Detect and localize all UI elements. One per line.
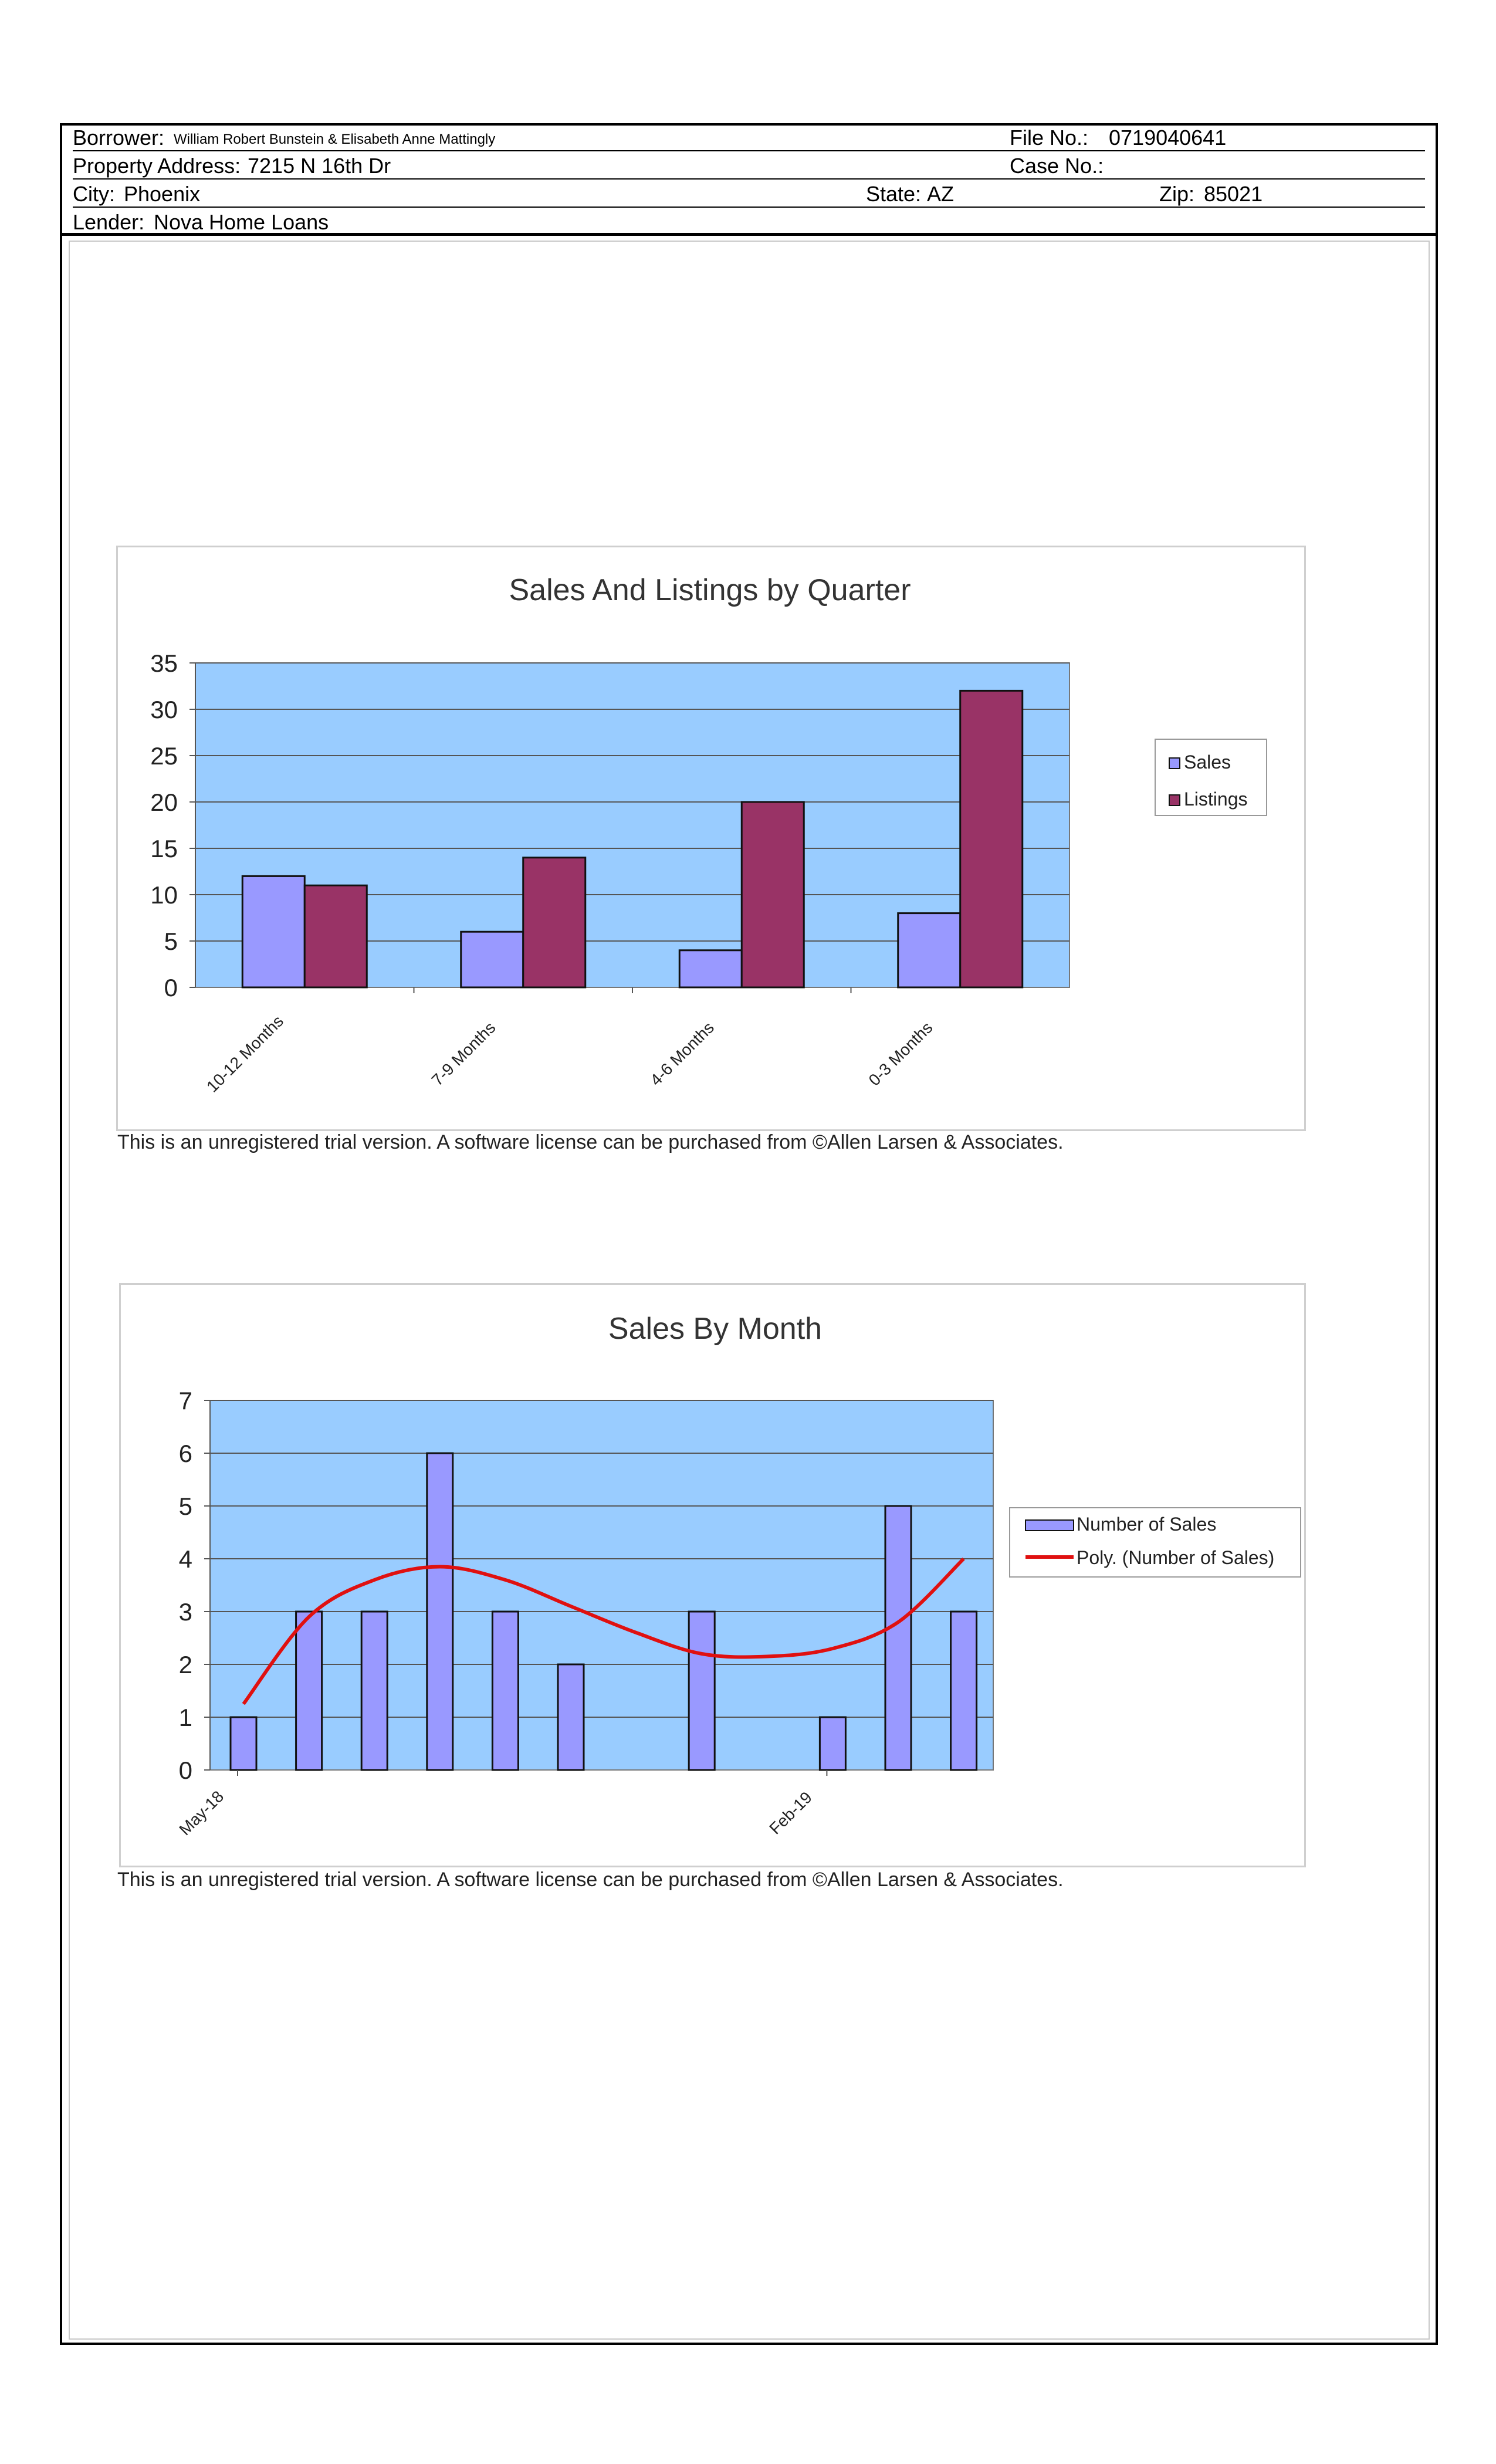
chart-sales-by-month: Sales By Month 0 1 2 3 4 5 6 7 May-18 Feb-19 Number…	[175, 1312, 1301, 1839]
zip-label: Zip:	[1159, 182, 1195, 206]
case-no-label: Case No.:	[1010, 154, 1104, 178]
chart-title: Sales And Listings by Quarter	[509, 573, 911, 607]
file-no-value: 0719040641	[1109, 126, 1227, 150]
legend-swatch	[1169, 757, 1180, 769]
lender-label: Lender:	[73, 210, 145, 234]
y-tick-label: 1	[179, 1704, 192, 1731]
header-row-property: Property Address: 7215 N 16th Dr Case No…	[73, 151, 1425, 180]
city-value: Phoenix	[124, 182, 201, 206]
x-tick-label: Feb-19	[766, 1788, 815, 1838]
y-tick-label: 7	[179, 1387, 192, 1414]
legend-label: Sales	[1184, 752, 1231, 773]
y-tick-label: 10	[150, 881, 178, 909]
trial-notice-1: This is an unregistered trial version. A…	[117, 1131, 1064, 1153]
zip-value: 85021	[1204, 182, 1263, 206]
legend-swatch	[1025, 1519, 1074, 1531]
bar-sales	[241, 875, 306, 989]
bar-number-of-sales	[950, 1610, 978, 1771]
y-tick-label: 25	[150, 742, 178, 770]
content-frame	[69, 241, 1430, 2340]
bar-sales	[897, 912, 962, 989]
y-tick-label: 5	[164, 928, 178, 955]
y-tick-label: 20	[150, 788, 178, 816]
borrower-label: Borrower:	[73, 126, 165, 150]
bar-listings	[303, 884, 368, 989]
form-header: Borrower: William Robert Bunstein & Elis…	[60, 123, 1438, 236]
y-tick-label: 0	[179, 1756, 192, 1784]
legend-swatch	[1169, 794, 1180, 806]
x-tick-label: 7-9 Months	[428, 1018, 499, 1089]
legend	[1009, 1507, 1301, 1578]
legend-label: Poly. (Number of Sales)	[1077, 1547, 1274, 1568]
y-tick-label: 4	[179, 1545, 192, 1573]
borrower-value: William Robert Bunstein & Elisabeth Anne…	[174, 131, 496, 147]
y-tick-label: 0	[164, 974, 178, 1001]
bar-number-of-sales	[557, 1663, 585, 1771]
x-tick-label: 4-6 Months	[647, 1018, 717, 1089]
file-no-label: File No.:	[1010, 126, 1089, 150]
x-tick-label: May-18	[175, 1787, 227, 1839]
bar-listings	[740, 801, 805, 989]
chart-title: Sales By Month	[608, 1312, 822, 1346]
lender-value: Nova Home Loans	[154, 210, 329, 234]
y-tick-label: 6	[179, 1440, 192, 1467]
trendline-poly	[242, 1557, 965, 1705]
property-label: Property Address:	[73, 154, 241, 178]
bar-listings	[959, 689, 1024, 989]
chart-sales-listings-by-quarter: Sales And Listings by Quarter 0 5 10 15 20 25 3…	[150, 573, 1267, 1096]
bar-sales	[460, 930, 524, 989]
y-tick-label: 15	[150, 835, 178, 862]
bar-number-of-sales	[229, 1716, 258, 1771]
y-tick-label: 30	[150, 696, 178, 723]
page-frame	[60, 123, 1438, 2345]
x-tick-label: 0-3 Months	[865, 1018, 936, 1089]
bar-number-of-sales	[295, 1610, 323, 1771]
header-row-borrower: Borrower: William Robert Bunstein & Elis…	[73, 123, 1425, 151]
bar-number-of-sales	[688, 1610, 716, 1771]
bar-listings	[522, 857, 587, 989]
city-label: City:	[73, 182, 115, 206]
bar-number-of-sales	[884, 1505, 912, 1771]
state-value: AZ	[927, 182, 955, 206]
bar-number-of-sales	[491, 1610, 519, 1771]
bar-sales	[678, 949, 743, 989]
header-row-lender: Lender: Nova Home Loans	[73, 208, 1425, 236]
y-tick-label: 5	[179, 1492, 192, 1520]
trial-notice-2: This is an unregistered trial version. A…	[117, 1869, 1064, 1891]
y-tick-label: 3	[179, 1598, 192, 1626]
bar-number-of-sales	[360, 1610, 388, 1771]
property-value: 7215 N 16th Dr	[248, 154, 391, 178]
legend-label: Listings	[1184, 788, 1248, 810]
bar-number-of-sales	[818, 1716, 847, 1771]
bar-number-of-sales	[426, 1452, 454, 1771]
header-row-city: City: Phoenix State: AZ Zip: 85021	[73, 180, 1425, 208]
state-label: State:	[866, 182, 922, 206]
plot-area	[209, 1400, 994, 1771]
y-tick-label: 2	[179, 1651, 192, 1678]
y-tick-label: 35	[150, 649, 178, 677]
x-tick-label: 10-12 Months	[203, 1012, 287, 1096]
legend-label: Number of Sales	[1077, 1514, 1216, 1535]
